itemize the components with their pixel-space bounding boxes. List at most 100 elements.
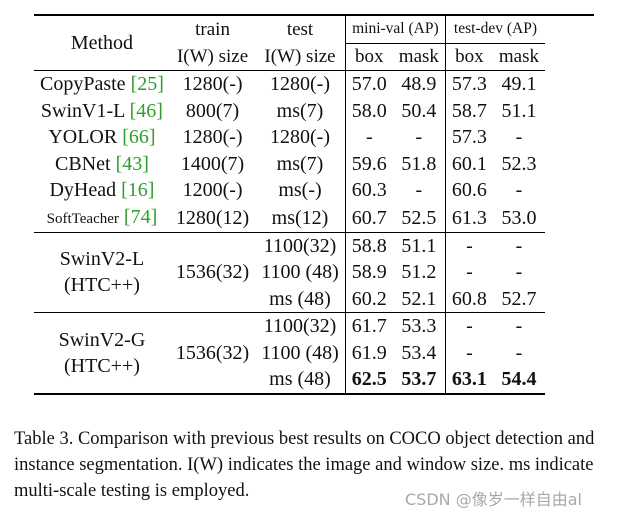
- method-name: CBNet: [55, 152, 111, 175]
- td-box-cell: 57.3: [444, 124, 493, 151]
- mv-mask-cell: 51.8: [401, 152, 437, 175]
- header-row-1: Method train test mini-val (AP) test-dev…: [34, 16, 546, 54]
- citation-link[interactable]: [25]: [130, 73, 164, 96]
- citation-link[interactable]: [66]: [122, 126, 156, 149]
- table-row: YOLOR [66] 1280(-) 1280(-) - - 57.3 -: [34, 124, 545, 151]
- td-box-cell: 63.1: [444, 366, 493, 394]
- mv-box-cell: 59.6: [344, 150, 393, 177]
- table-row: SwinV2-G (HTC++) 1536(32) 1100(32) 61.7 5…: [34, 312, 546, 394]
- mv-mask-cell: 48.9: [392, 70, 446, 98]
- mv-box-cell: 58.9: [344, 259, 393, 286]
- citation-link[interactable]: [74]: [123, 205, 158, 228]
- test-cell: 1100 (48): [261, 341, 339, 364]
- table-top-rule: [34, 14, 594, 16]
- method-cell-swinv2l: SwinV2-L (HTC++): [34, 231, 170, 313]
- results-table: Method train test mini-val (AP) test-dev…: [34, 16, 546, 395]
- method-cell: CopyPaste [25]: [34, 70, 170, 98]
- td-box-cell: 60.6: [444, 177, 493, 204]
- header-test: test: [286, 18, 314, 40]
- table-row: 1100 (48) 58.9 51.2 - -: [34, 259, 545, 286]
- header-mv-mask: mask: [392, 42, 446, 71]
- method-name: SwinV1-L: [40, 99, 125, 122]
- mv-mask-cell: 52.5: [401, 206, 437, 229]
- test-cell: 1100 (48): [261, 261, 339, 284]
- td-mask-cell: -: [492, 231, 546, 259]
- mv-box-cell: 58.8: [344, 231, 393, 259]
- table-row: ms (48) 60.2 52.1 60.8 52.7: [34, 285, 545, 313]
- td-mask-cell: 52.7: [501, 287, 537, 310]
- mv-mask-cell: 50.4: [401, 99, 437, 122]
- td-box-cell: -: [444, 231, 493, 259]
- test-cell: 1280(-): [255, 70, 346, 98]
- mv-box-cell: 60.2: [344, 285, 393, 313]
- watermark: CSDN @像岁一样自由al: [405, 490, 582, 509]
- mv-box-cell: -: [344, 124, 393, 151]
- test-cell: 1100(32): [255, 231, 346, 259]
- method-cell: DyHead [16]: [34, 177, 170, 204]
- method-name: SwinV2-L: [59, 248, 145, 271]
- mv-mask-cell: -: [415, 126, 423, 149]
- test-cell: ms (48): [269, 368, 331, 391]
- mv-box-cell: 57.0: [344, 70, 393, 98]
- table-row: DyHead [16] 1200(-) ms(-) 60.3 - 60.6 -: [34, 177, 545, 204]
- td-mask-cell: -: [515, 341, 523, 364]
- mv-box-cell: 60.7: [344, 203, 393, 232]
- mv-box-cell: 62.5: [344, 366, 393, 394]
- citation-link[interactable]: [16]: [121, 179, 155, 202]
- table-row: CBNet [43] 1400(7) ms(7) 59.6 51.8 60.1 …: [34, 150, 545, 178]
- method-subname: (HTC++): [64, 274, 140, 297]
- table-row: SwinV1-L [46] 800(7) ms(7) 58.0 50.4 58.…: [34, 97, 545, 125]
- td-box-cell: 58.7: [444, 97, 493, 124]
- td-box-cell: -: [444, 339, 493, 366]
- td-mask-cell: -: [515, 179, 523, 202]
- td-box-cell: 61.3: [444, 203, 493, 232]
- test-cell: ms(-): [278, 179, 322, 202]
- train-cell: 1536(32): [169, 231, 256, 313]
- header-td-mask: mask: [492, 42, 546, 71]
- mv-box-cell: 61.9: [344, 339, 393, 366]
- td-box-cell: 60.8: [444, 285, 493, 313]
- train-cell: 1280(-): [169, 70, 256, 98]
- td-box-cell: 60.1: [444, 150, 493, 177]
- td-mask-cell: 53.0: [501, 206, 537, 229]
- method-name: DyHead: [49, 179, 117, 202]
- td-mask-cell: -: [515, 261, 523, 284]
- mv-mask-cell: 53.7: [401, 368, 437, 391]
- table-row: SwinV2-L (HTC++) 1536(32) 1100(32) 58.8 5…: [34, 231, 546, 313]
- method-name: CopyPaste: [40, 73, 126, 96]
- mv-mask-cell: 51.1: [392, 231, 446, 259]
- td-mask-cell: 52.3: [501, 152, 537, 175]
- method-name: SoftTeacher: [46, 210, 119, 227]
- method-name: YOLOR: [48, 126, 118, 149]
- td-box-cell: 57.3: [444, 70, 493, 98]
- table-row: CopyPaste [25] 1280(-) 1280(-) 57.0 48.9…: [34, 70, 546, 98]
- table-row: ms (48) 62.5 53.7 63.1 54.4: [34, 366, 546, 394]
- method-cell: YOLOR [66]: [34, 124, 170, 151]
- method-cell: SwinV1-L [46]: [34, 98, 170, 125]
- train-cell: 1200(-): [182, 179, 243, 202]
- mv-mask-cell: 53.4: [401, 341, 437, 364]
- train-cell: 1280(12): [175, 206, 250, 229]
- citation-link[interactable]: [46]: [129, 99, 163, 122]
- td-mask-cell: 54.4: [501, 368, 537, 391]
- td-mask-cell: 49.1: [492, 70, 546, 98]
- train-cell: 800(7): [185, 99, 240, 122]
- td-mask-cell: -: [492, 312, 546, 340]
- test-cell: ms(7): [276, 152, 324, 175]
- td-box-cell: -: [444, 312, 493, 340]
- method-cell: SoftTeacher [74]: [34, 204, 170, 233]
- mv-mask-cell: 51.2: [401, 261, 437, 284]
- mv-mask-cell: 53.3: [392, 312, 446, 340]
- train-cell: 1536(32): [169, 312, 256, 394]
- mv-box-cell: 60.3: [344, 177, 393, 204]
- header-testdev: test-dev (AP): [444, 16, 546, 43]
- method-cell: CBNet [43]: [34, 151, 170, 178]
- header-test-sub: I(W) size: [264, 45, 336, 67]
- header-row-2: I(W) size I(W) size box mask box mask: [34, 42, 546, 71]
- mv-mask-cell: 52.1: [401, 287, 437, 310]
- citation-link[interactable]: [43]: [115, 152, 149, 175]
- test-cell: ms(7): [276, 99, 324, 122]
- method-name: SwinV2-G: [58, 328, 146, 351]
- table-row: SoftTeacher [74] 1280(12) ms(12) 60.7 52…: [34, 203, 545, 233]
- td-mask-cell: -: [515, 126, 523, 149]
